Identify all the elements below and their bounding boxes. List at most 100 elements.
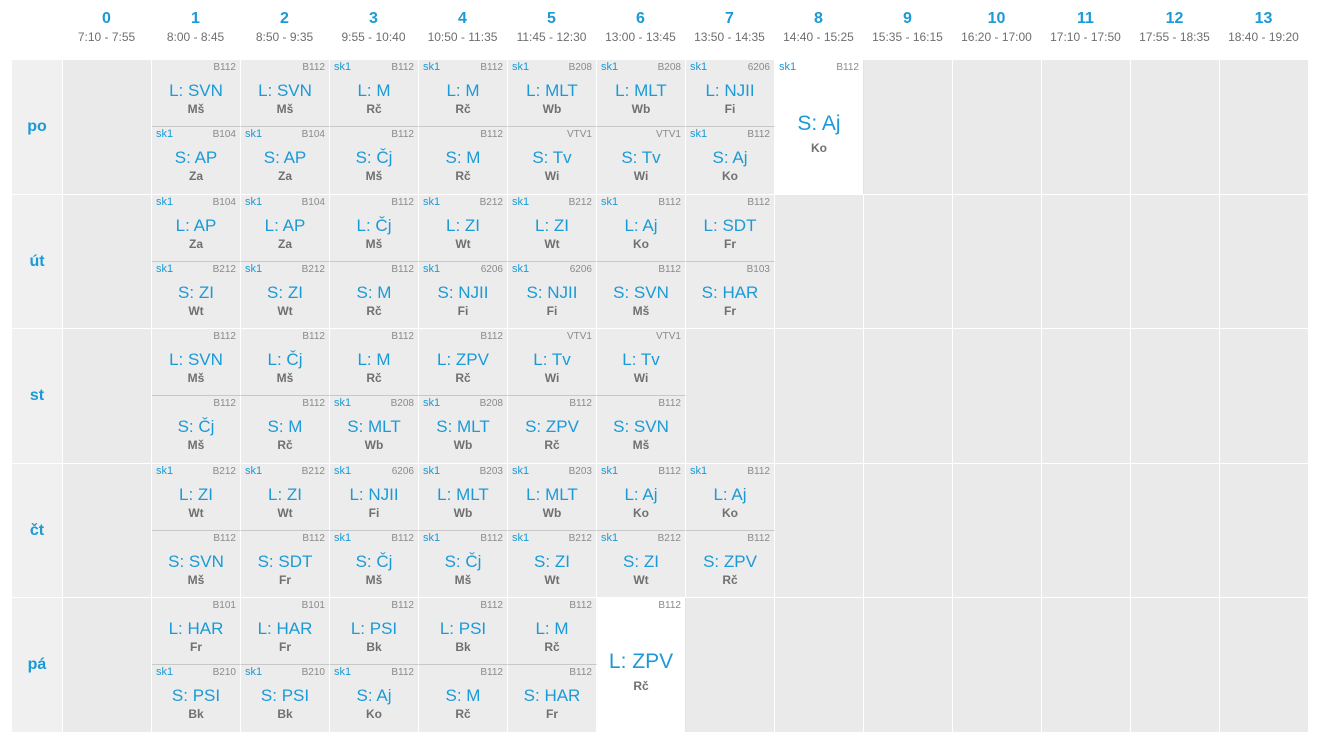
lesson-cell[interactable]: VTV1 S: Tv Wi bbox=[508, 127, 597, 194]
lesson-cell[interactable]: VTV1 L: Tv Wi bbox=[597, 329, 686, 396]
room-label: B112 bbox=[391, 667, 414, 678]
lesson-cell[interactable]: B112 S: M Rč bbox=[419, 665, 508, 732]
subject-label: S: SVN bbox=[168, 552, 224, 571]
teacher-label: Bk bbox=[455, 640, 471, 654]
teacher-label: Ko bbox=[811, 141, 827, 155]
lesson-cell[interactable]: sk1 B112 L: Aj Ko bbox=[597, 195, 686, 262]
lesson-cell[interactable]: B112 S: M Rč bbox=[241, 396, 330, 463]
lesson-cell[interactable]: B112 L: Čj Mš bbox=[330, 195, 419, 262]
subject-label: L: NJII bbox=[349, 485, 399, 504]
subject-label: L: Tv bbox=[622, 350, 660, 369]
lesson-cell[interactable]: B103 S: HAR Fr bbox=[686, 262, 775, 328]
lesson-cell[interactable]: sk1 B112 L: M Rč bbox=[330, 60, 419, 127]
lesson-cell[interactable]: VTV1 S: Tv Wi bbox=[597, 127, 686, 194]
lesson-cell[interactable]: sk1 B112 S: Čj Mš bbox=[419, 531, 508, 597]
lesson-cell[interactable]: sk1 6206 S: NJII Fi bbox=[419, 262, 508, 328]
room-label: B104 bbox=[301, 197, 325, 208]
lesson-cell[interactable]: sk1 B212 S: ZI Wt bbox=[241, 262, 330, 328]
subject-label: S: Čj bbox=[444, 552, 482, 571]
lesson-cell[interactable]: sk1 B104 L: AP Za bbox=[241, 195, 330, 262]
subject-label: L: ZI bbox=[267, 485, 302, 504]
lesson-cell[interactable]: B112 L: SDT Fr bbox=[686, 195, 775, 262]
lesson-cell[interactable]: sk1 B212 S: ZI Wt bbox=[152, 262, 241, 328]
group-label: sk1 bbox=[334, 532, 352, 544]
lesson-cell[interactable]: sk1 B212 L: ZI Wt bbox=[241, 464, 330, 531]
lesson-cell[interactable]: B101 L: HAR Fr bbox=[241, 598, 330, 665]
lesson-cell[interactable]: B112 S: ZPV Rč bbox=[686, 531, 775, 597]
lesson-cell[interactable]: sk1 B210 S: PSI Bk bbox=[241, 665, 330, 732]
lesson-cell[interactable]: sk1 B104 S: AP Za bbox=[152, 127, 241, 194]
lesson-cell[interactable]: sk1 B212 S: ZI Wt bbox=[508, 531, 597, 597]
lesson-cell[interactable]: B112 L: PSI Bk bbox=[330, 598, 419, 665]
lesson-cell[interactable]: B112 L: M Rč bbox=[330, 329, 419, 396]
period-time: 13:50 - 14:35 bbox=[694, 30, 765, 44]
lesson-cell[interactable]: B112 S: SVN Mš bbox=[152, 531, 241, 597]
lesson-cell[interactable]: sk1 B112 S: Aj Ko bbox=[330, 665, 419, 732]
lesson-cell[interactable]: B112 L: SVN Mš bbox=[152, 329, 241, 396]
lesson-cell[interactable]: VTV1 L: Tv Wi bbox=[508, 329, 597, 396]
empty-slot bbox=[1220, 329, 1309, 463]
group-label: sk1 bbox=[423, 465, 441, 477]
lesson-cell[interactable]: sk1 B112 S: Čj Mš bbox=[330, 531, 419, 597]
lesson-cell[interactable]: B112 S: ZPV Rč bbox=[508, 396, 597, 463]
lesson-cell[interactable]: B112 S: M Rč bbox=[330, 262, 419, 328]
empty-slot bbox=[1220, 60, 1309, 194]
lesson-cell[interactable]: sk1 B104 L: AP Za bbox=[152, 195, 241, 262]
lesson-cell[interactable]: B112 S: SVN Mš bbox=[597, 262, 686, 328]
lesson-cell[interactable]: B112 L: PSI Bk bbox=[419, 598, 508, 665]
room-label: B112 bbox=[480, 331, 503, 342]
lesson-cell[interactable]: sk1 6206 L: NJII Fi bbox=[686, 60, 775, 127]
room-label: B112 bbox=[213, 533, 236, 544]
subject-label: S: SVN bbox=[613, 283, 669, 302]
teacher-label: Rč bbox=[455, 371, 471, 385]
lesson-cell[interactable]: B112 S: M Rč bbox=[419, 127, 508, 194]
lesson-cell[interactable]: B112 L: M Rč bbox=[508, 598, 597, 665]
subject-label: S: M bbox=[445, 686, 481, 705]
lesson-cell[interactable]: sk1 B203 L: MLT Wb bbox=[419, 464, 508, 531]
lesson-cell[interactable]: sk1 B212 L: ZI Wt bbox=[419, 195, 508, 262]
lesson-cell[interactable]: B112 L: Čj Mš bbox=[241, 329, 330, 396]
lesson-cell[interactable]: sk1 B104 S: AP Za bbox=[241, 127, 330, 194]
lesson-cell[interactable]: sk1 B210 S: PSI Bk bbox=[152, 665, 241, 732]
lesson-cell[interactable]: B112 S: HAR Fr bbox=[508, 665, 597, 732]
room-label: B112 bbox=[747, 197, 770, 208]
lesson-cell[interactable]: B101 L: HAR Fr bbox=[152, 598, 241, 665]
lesson-cell[interactable]: sk1 B212 L: ZI Wt bbox=[152, 464, 241, 531]
lesson-cell[interactable]: B112 S: SDT Fr bbox=[241, 531, 330, 597]
room-label: B112 bbox=[391, 62, 414, 73]
lesson-cell[interactable]: B112 L: SVN Mš bbox=[241, 60, 330, 127]
lesson-cell[interactable]: sk1 B208 S: MLT Wb bbox=[330, 396, 419, 463]
group-label: sk1 bbox=[512, 61, 530, 73]
lesson-cell[interactable]: sk1 B208 S: MLT Wb bbox=[419, 396, 508, 463]
lesson-cell[interactable]: B112 L: ZPV Rč bbox=[419, 329, 508, 396]
empty-slot bbox=[686, 329, 775, 463]
teacher-label: Ko bbox=[366, 707, 382, 721]
lesson-cell[interactable]: sk1 B203 L: MLT Wb bbox=[508, 464, 597, 531]
lesson-cell[interactable]: sk1 B212 L: ZI Wt bbox=[508, 195, 597, 262]
room-label: B112 bbox=[569, 600, 592, 611]
subject-label: L: PSI bbox=[350, 619, 398, 638]
lesson-cell[interactable]: B112 L: ZPV Rč bbox=[597, 598, 686, 732]
lesson-cell[interactable]: B112 L: SVN Mš bbox=[152, 60, 241, 127]
teacher-label: Wt bbox=[633, 573, 649, 587]
lesson-cell[interactable]: sk1 B212 S: ZI Wt bbox=[597, 531, 686, 597]
teacher-label: Fi bbox=[457, 304, 469, 318]
lesson-cell[interactable]: sk1 B112 L: Aj Ko bbox=[597, 464, 686, 531]
lesson-cell[interactable]: B112 S: SVN Mš bbox=[597, 396, 686, 463]
lesson-cell[interactable]: B112 S: Čj Mš bbox=[330, 127, 419, 194]
teacher-label: Mš bbox=[187, 438, 205, 452]
subject-label: S: Aj bbox=[797, 112, 841, 135]
lesson-cell[interactable]: sk1 B112 S: Aj Ko bbox=[775, 60, 864, 194]
lesson-cell[interactable]: sk1 B112 L: Aj Ko bbox=[686, 464, 775, 531]
group-label: sk1 bbox=[423, 397, 441, 409]
empty-slot bbox=[953, 329, 1042, 463]
lesson-cell[interactable]: sk1 B208 L: MLT Wb bbox=[597, 60, 686, 127]
teacher-label: Za bbox=[188, 169, 203, 183]
lesson-cell[interactable]: sk1 B112 L: M Rč bbox=[419, 60, 508, 127]
room-label: B203 bbox=[479, 466, 503, 477]
lesson-cell[interactable]: sk1 6206 L: NJII Fi bbox=[330, 464, 419, 531]
lesson-cell[interactable]: sk1 B112 S: Aj Ko bbox=[686, 127, 775, 194]
lesson-cell[interactable]: B112 S: Čj Mš bbox=[152, 396, 241, 463]
lesson-cell[interactable]: sk1 6206 S: NJII Fi bbox=[508, 262, 597, 328]
lesson-cell[interactable]: sk1 B208 L: MLT Wb bbox=[508, 60, 597, 127]
